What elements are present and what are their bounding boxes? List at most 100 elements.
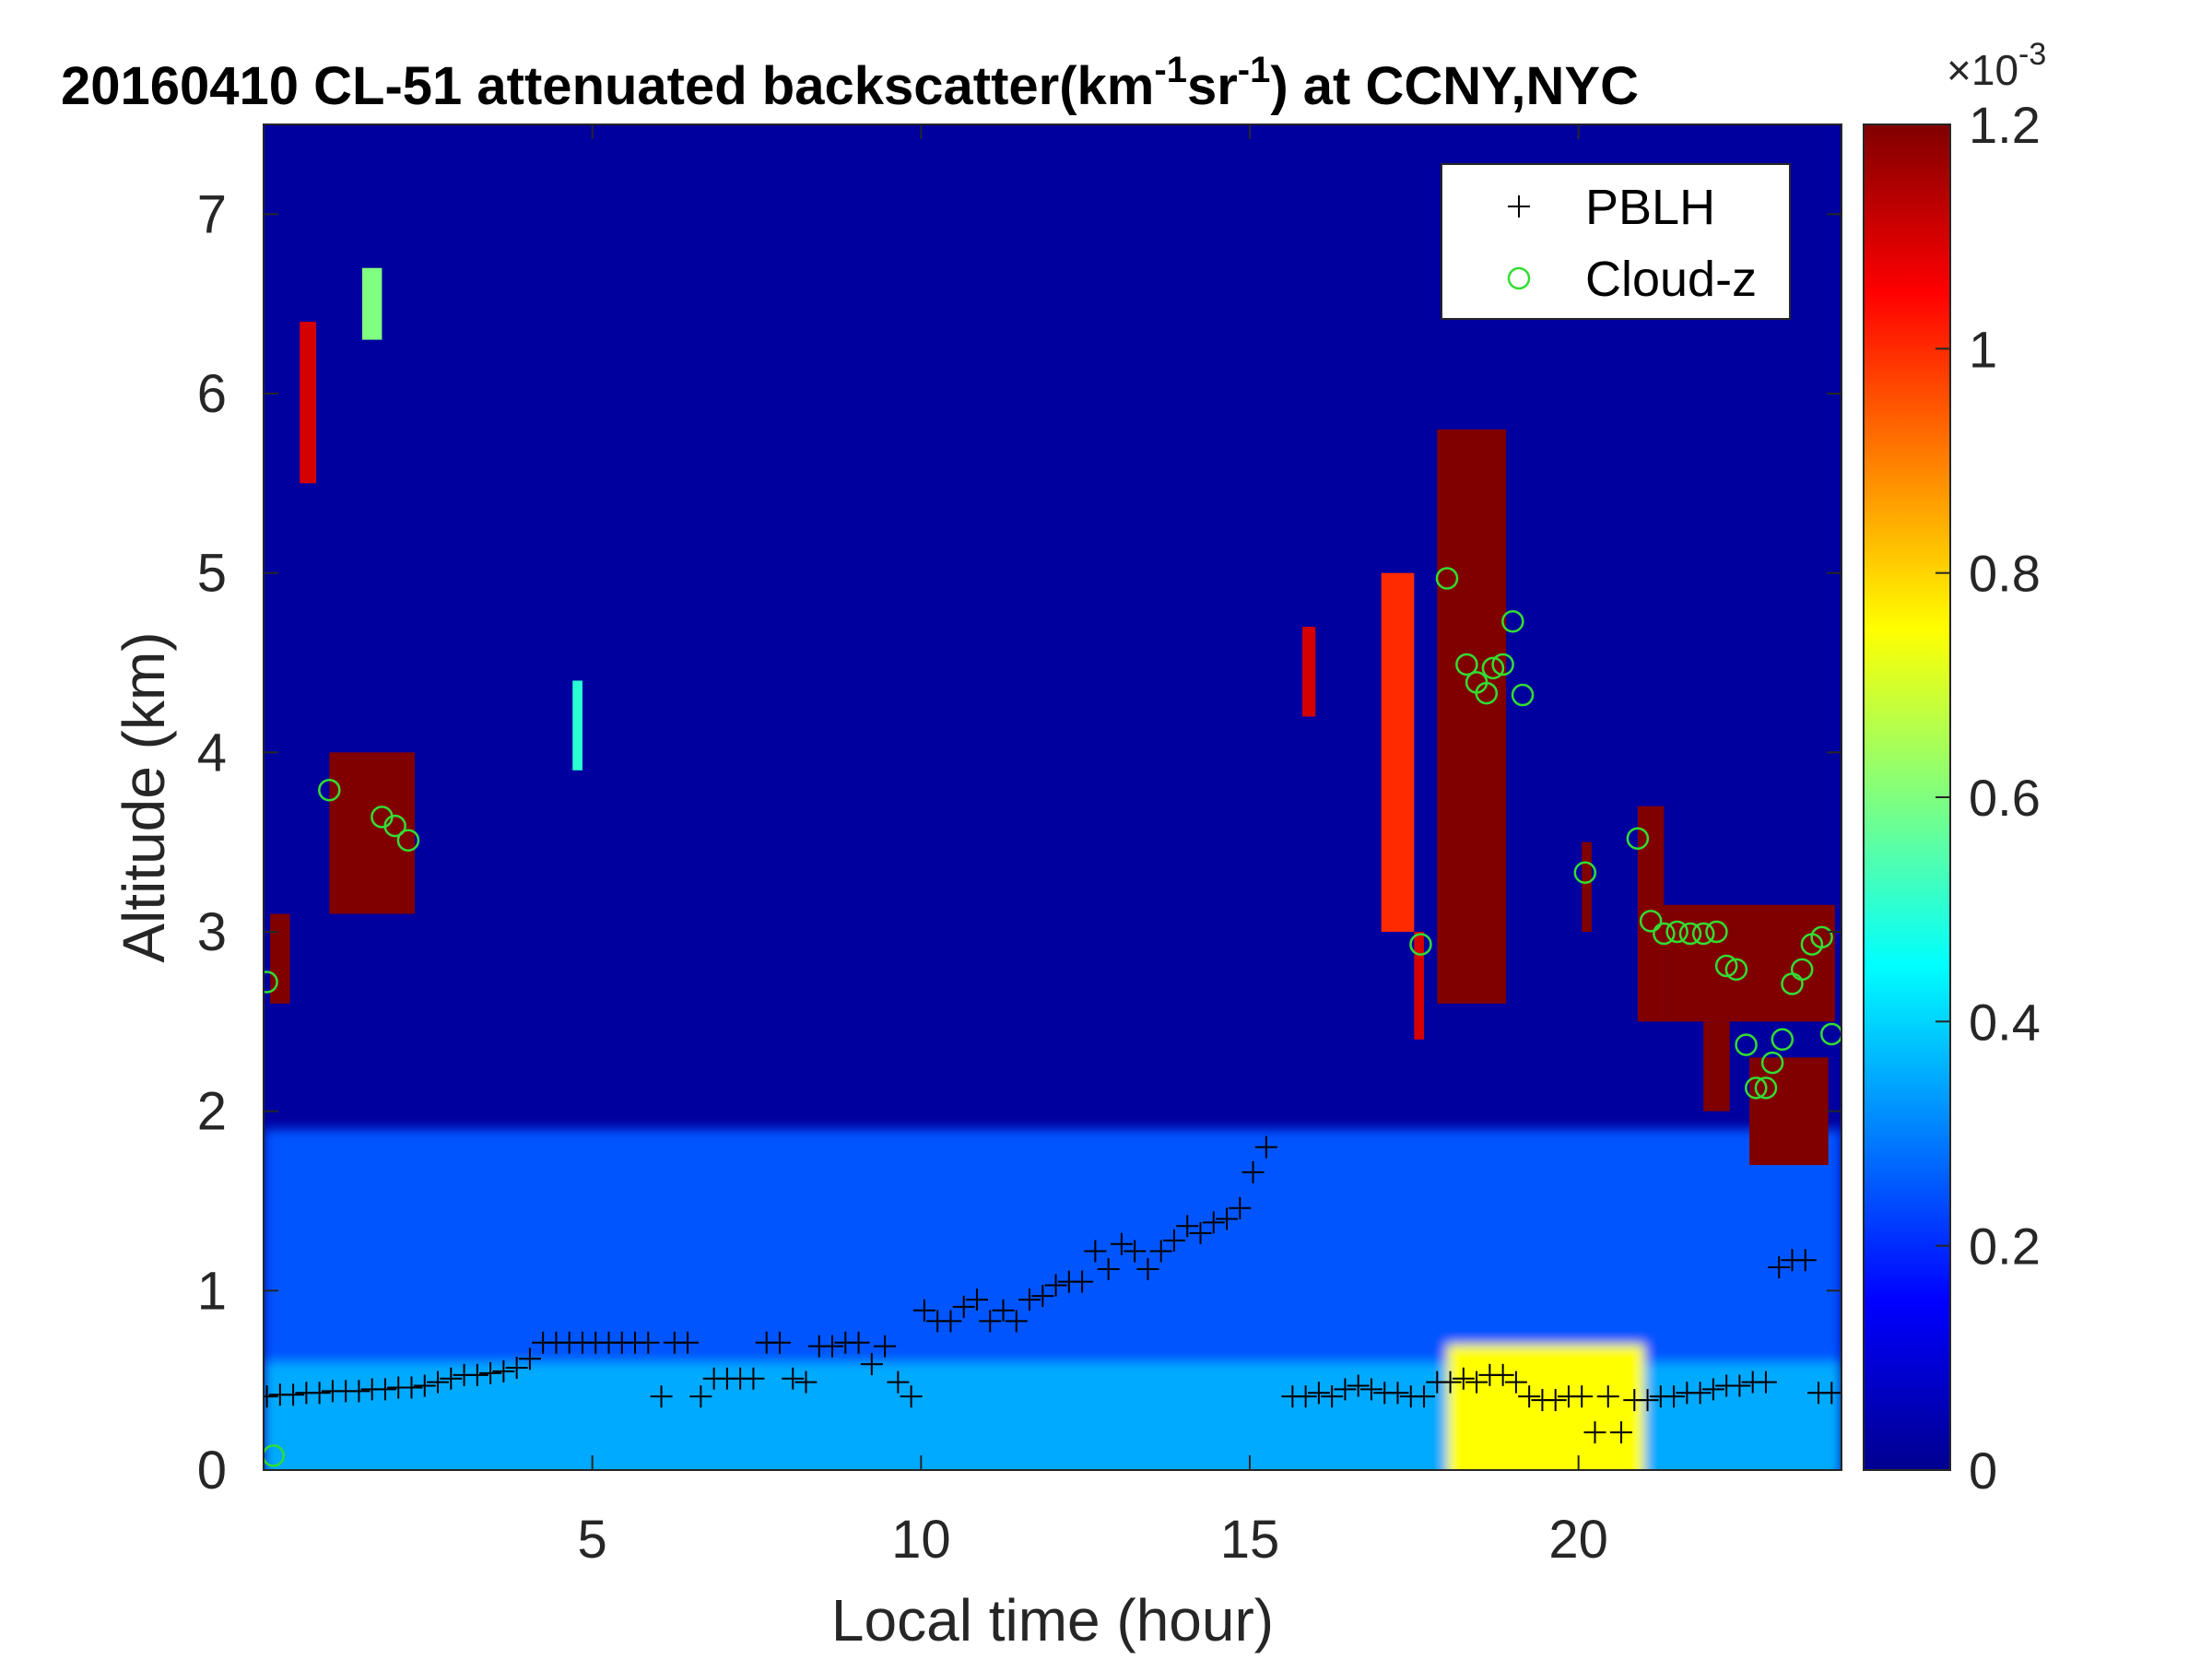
pblh-point — [860, 1353, 883, 1376]
pblh-point — [1110, 1232, 1133, 1255]
heatmap-cloud-cell — [1437, 429, 1507, 1004]
legend: PBLH Cloud-z — [1441, 163, 1791, 320]
pblh-point — [1254, 1135, 1277, 1159]
heatmap-surface-enhancement — [1447, 1344, 1644, 1470]
pblh-point — [768, 1331, 791, 1354]
cloud-z-point — [1735, 1033, 1758, 1056]
y-tick-label: 3 — [197, 902, 227, 962]
pblh-point — [912, 1299, 935, 1322]
pblh-point — [1728, 1374, 1751, 1397]
cloud-z-point — [1714, 954, 1738, 978]
chart-title: 20160410 CL-51 attenuated backscatter(km… — [61, 50, 1639, 116]
x-tick-label: 15 — [1220, 1510, 1280, 1570]
cloud-z-point — [1724, 958, 1748, 982]
cloud-z-point — [1481, 656, 1505, 680]
pblh-point — [939, 1310, 962, 1333]
pblh-point — [1701, 1378, 1724, 1401]
pblh-point — [1321, 1385, 1344, 1408]
pblh-point — [347, 1380, 371, 1403]
x-tick-label: 10 — [891, 1510, 951, 1570]
pblh-point — [308, 1382, 331, 1405]
pblh-point — [373, 1378, 396, 1401]
pblh-point — [979, 1310, 1002, 1333]
cloud-z-point — [264, 971, 278, 994]
cloud-z-series — [264, 567, 1841, 1467]
pblh-point — [1136, 1257, 1159, 1280]
cloud-z-point — [1754, 1077, 1778, 1100]
cloud-z-point — [383, 814, 406, 838]
pblh-point — [413, 1374, 436, 1397]
pblh-point — [465, 1363, 488, 1386]
y-tick-label: 2 — [197, 1082, 227, 1142]
heatmap-cloud-cell — [300, 322, 317, 484]
pblh-point — [742, 1367, 765, 1390]
cloud-z-point — [1678, 922, 1702, 946]
pblh-point — [1202, 1211, 1225, 1234]
pblh-point — [874, 1335, 897, 1358]
pblh-point — [965, 1288, 988, 1312]
cloud-z-point — [318, 778, 341, 802]
heatmap-cloud-cell — [1749, 1057, 1829, 1166]
y-axis-label: Altitude (km) — [111, 631, 177, 962]
pblh-point — [847, 1331, 870, 1354]
heatmap-cloud-cell — [270, 913, 290, 1004]
pblh-point — [400, 1376, 423, 1399]
pblh-point — [1688, 1382, 1712, 1405]
pblh-point — [1189, 1222, 1212, 1245]
pblh-point — [1386, 1382, 1409, 1405]
cloud-z-point — [1665, 920, 1688, 944]
pblh-point — [1452, 1367, 1475, 1390]
colorbar-tick-label: 1 — [1969, 320, 1997, 378]
colorbar-ticks: 0 0.2 0.4 0.6 0.8 1 1.2 — [1936, 96, 2041, 1500]
pblh-point — [1241, 1160, 1265, 1183]
cloud-z-point — [1409, 933, 1432, 956]
pblh-point — [689, 1385, 712, 1408]
x-axis: 5 10 15 20 — [578, 124, 1608, 1570]
pblh-point — [1307, 1382, 1330, 1405]
cloud-z-point — [1810, 925, 1833, 949]
pblh-point — [1583, 1421, 1606, 1444]
y-tick-label: 4 — [197, 723, 227, 782]
pblh-point — [440, 1367, 463, 1390]
pblh-point — [992, 1299, 1015, 1322]
cloud-z-point — [1771, 1028, 1794, 1052]
legend-pblh-label: PBLH — [1585, 180, 1715, 235]
pblh-point — [637, 1331, 660, 1354]
colorbar-multiplier: ×10-3 — [1947, 37, 2046, 94]
pblh-point — [677, 1331, 700, 1354]
pblh-point — [900, 1385, 923, 1408]
pblh-point — [1610, 1421, 1633, 1444]
pblh-point — [518, 1347, 541, 1371]
pblh-point — [1465, 1371, 1488, 1394]
colorbar: 0 0.2 0.4 0.6 0.8 1 1.2 ×10-3 — [1863, 37, 2046, 1500]
legend-box — [1441, 163, 1791, 320]
cloud-z-point — [1626, 827, 1650, 851]
pblh-point — [782, 1367, 805, 1390]
pblh-point — [1359, 1378, 1382, 1401]
y-tick-label: 0 — [197, 1441, 227, 1500]
cloud-z-point — [1639, 910, 1663, 933]
pblh-point — [1176, 1215, 1199, 1238]
heatmap-diffuse-layers — [264, 1129, 1841, 1470]
cloud-z-point — [396, 829, 420, 852]
pblh-point — [1347, 1374, 1370, 1397]
pblh-point — [1071, 1270, 1094, 1293]
cloud-z-point — [1501, 609, 1524, 633]
cloud-z-point — [1573, 861, 1597, 885]
cloud-z-point — [1760, 1051, 1784, 1075]
y-axis: 0 1 2 3 4 5 6 7 — [197, 184, 1841, 1500]
pblh-point — [952, 1295, 975, 1318]
plot-frame — [263, 124, 1842, 1471]
pblh-point — [282, 1383, 305, 1406]
colorbar-tick-label: 0.8 — [1969, 545, 2041, 603]
pblh-point — [1491, 1363, 1514, 1386]
cloud-z-point — [1511, 683, 1535, 707]
legend-cloud-marker — [1507, 266, 1531, 290]
legend-pblh-marker — [1508, 195, 1530, 218]
pblh-point — [650, 1385, 673, 1408]
heatmap-cloud-cell — [1582, 841, 1592, 932]
pblh-point — [1439, 1371, 1462, 1394]
pblh-point — [1518, 1385, 1541, 1408]
heatmap-cloud-cell — [362, 267, 382, 340]
pblh-series — [264, 1135, 1841, 1444]
